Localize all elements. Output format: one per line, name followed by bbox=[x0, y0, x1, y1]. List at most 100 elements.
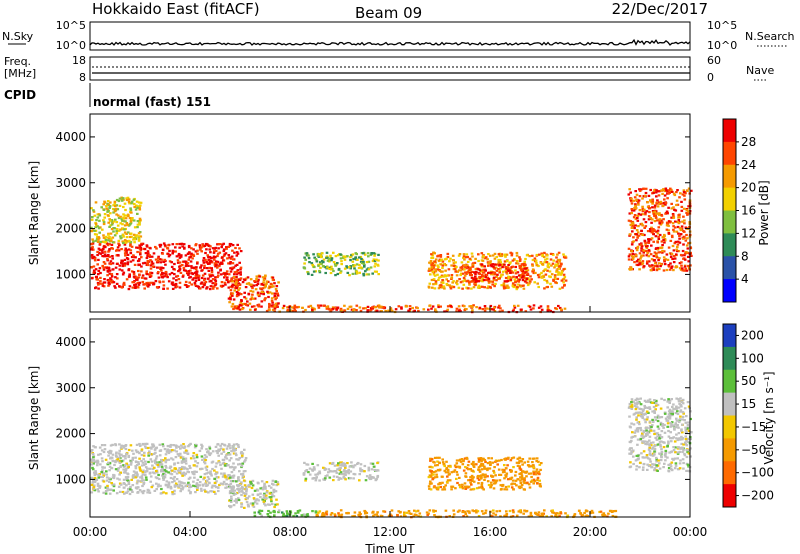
range-cell bbox=[311, 469, 314, 472]
range-cell bbox=[174, 250, 177, 253]
range-cell bbox=[237, 288, 240, 292]
range-cell bbox=[109, 457, 112, 460]
range-cell bbox=[177, 485, 181, 488]
range-cell bbox=[504, 269, 508, 272]
range-cell bbox=[137, 480, 140, 483]
range-cell bbox=[121, 219, 124, 222]
range-cell bbox=[107, 454, 110, 457]
range-cell bbox=[194, 444, 198, 448]
range-cell bbox=[244, 277, 248, 280]
range-cell bbox=[190, 266, 194, 269]
range-cell bbox=[160, 487, 163, 491]
range-cell bbox=[163, 448, 167, 451]
range-cell bbox=[104, 492, 108, 495]
range-cell bbox=[543, 287, 546, 290]
range-cell bbox=[430, 253, 433, 256]
range-cell bbox=[92, 456, 95, 459]
range-cell bbox=[526, 283, 530, 287]
range-cell bbox=[458, 466, 462, 469]
range-cell bbox=[210, 461, 214, 464]
range-cell bbox=[371, 259, 375, 263]
range-cell bbox=[519, 468, 523, 471]
range-cell bbox=[632, 216, 636, 219]
range-cell bbox=[330, 512, 334, 515]
range-cell bbox=[663, 233, 666, 237]
range-cell bbox=[539, 305, 543, 308]
range-cell bbox=[687, 264, 690, 268]
range-cell bbox=[543, 261, 546, 264]
range-cell bbox=[499, 254, 503, 258]
range-cell bbox=[108, 480, 111, 483]
range-cell bbox=[489, 260, 492, 263]
range-cell bbox=[540, 276, 543, 279]
range-cell bbox=[683, 194, 686, 197]
range-cell bbox=[467, 485, 471, 488]
colorbar-segment bbox=[723, 187, 736, 211]
range-cell bbox=[114, 459, 118, 463]
range-cell bbox=[235, 270, 239, 273]
range-cell bbox=[601, 514, 605, 517]
range-cell bbox=[300, 514, 304, 517]
range-cell bbox=[499, 274, 503, 277]
range-cell bbox=[306, 513, 309, 516]
range-cell bbox=[675, 265, 679, 269]
range-cell bbox=[250, 283, 253, 286]
range-cell bbox=[93, 477, 97, 480]
range-cell bbox=[101, 284, 105, 287]
range-cell bbox=[400, 306, 403, 309]
range-cell bbox=[517, 274, 521, 277]
range-cell bbox=[108, 218, 111, 221]
range-cell bbox=[489, 514, 493, 517]
range-cell bbox=[444, 269, 447, 272]
range-cell bbox=[167, 450, 171, 453]
range-cell bbox=[170, 282, 174, 285]
range-cell bbox=[208, 266, 211, 269]
range-cell bbox=[151, 467, 155, 471]
range-cell bbox=[429, 273, 432, 276]
range-cell bbox=[451, 281, 454, 284]
range-cell bbox=[490, 475, 493, 478]
range-cell bbox=[541, 253, 545, 256]
range-cell bbox=[207, 255, 210, 259]
range-cell bbox=[122, 241, 125, 245]
range-cell bbox=[467, 287, 470, 290]
range-cell bbox=[633, 196, 637, 199]
range-cell bbox=[339, 464, 342, 467]
range-cell bbox=[144, 476, 148, 479]
range-cell bbox=[263, 482, 266, 485]
range-cell bbox=[241, 472, 245, 475]
range-cell bbox=[115, 254, 119, 257]
range-cell bbox=[668, 399, 672, 402]
range-cell bbox=[199, 487, 203, 490]
range-cell bbox=[376, 461, 379, 465]
range-cell bbox=[642, 450, 646, 453]
range-cell bbox=[245, 282, 249, 285]
range-cell bbox=[435, 486, 438, 489]
range-cell bbox=[227, 483, 231, 487]
range-cell bbox=[531, 268, 535, 271]
range-cell bbox=[461, 264, 465, 267]
range-cell bbox=[286, 512, 289, 515]
range-cell bbox=[213, 469, 216, 472]
range-cell bbox=[292, 514, 295, 518]
range-cell bbox=[669, 239, 673, 242]
range-cell bbox=[118, 490, 122, 493]
range-cell bbox=[257, 499, 260, 502]
range-cell bbox=[471, 479, 474, 482]
range-cell bbox=[358, 271, 361, 274]
range-cell bbox=[101, 460, 104, 463]
range-cell bbox=[678, 262, 682, 265]
range-cell bbox=[184, 260, 188, 263]
range-cell bbox=[434, 509, 437, 513]
freq-tick-top: 18 bbox=[72, 54, 86, 67]
range-cell bbox=[328, 266, 331, 269]
range-cell bbox=[137, 263, 140, 266]
range-cell bbox=[229, 457, 233, 460]
range-cell bbox=[122, 464, 125, 467]
range-cell bbox=[266, 513, 270, 516]
range-cell bbox=[521, 463, 524, 466]
range-cell bbox=[463, 308, 467, 312]
range-cell bbox=[105, 205, 108, 208]
range-cell bbox=[477, 478, 481, 481]
range-cell bbox=[516, 271, 520, 274]
